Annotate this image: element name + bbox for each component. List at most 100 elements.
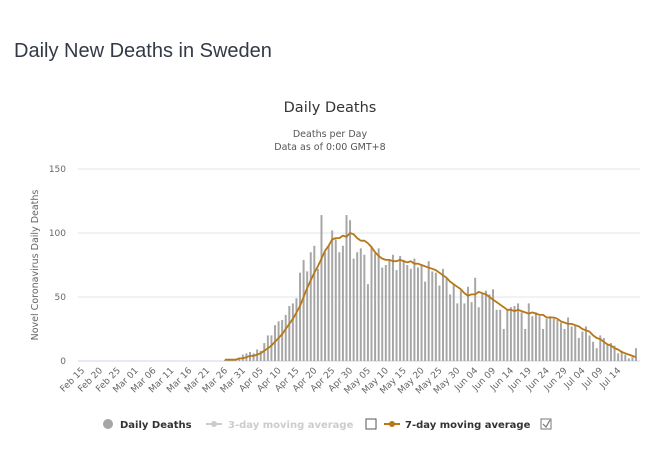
bar-daily-deaths [416, 267, 419, 361]
bar-daily-deaths [434, 272, 437, 361]
bar-daily-deaths [238, 358, 241, 361]
bar-daily-deaths [574, 325, 577, 361]
bar-daily-deaths [620, 350, 623, 361]
bar-daily-deaths [531, 316, 534, 361]
bar-daily-deaths [281, 320, 284, 361]
bar-daily-deaths [359, 248, 362, 361]
3-day-average-checkbox[interactable] [365, 418, 377, 430]
bar-daily-deaths [252, 353, 255, 361]
bar-daily-deaths [413, 258, 416, 361]
bar-daily-deaths [270, 335, 273, 361]
bar-daily-deaths [617, 353, 620, 361]
bar-daily-deaths [520, 312, 523, 361]
bar-daily-deaths [306, 271, 309, 361]
bar-daily-deaths [488, 294, 491, 361]
bar-daily-deaths [567, 317, 570, 361]
bar-daily-deaths [420, 265, 423, 361]
bar-daily-deaths [263, 343, 266, 361]
bar-daily-deaths [592, 341, 595, 361]
bar-daily-deaths [563, 329, 566, 361]
bar-daily-deaths [377, 248, 380, 361]
bar-daily-deaths [627, 358, 630, 361]
bar-daily-deaths [295, 298, 298, 361]
bar-daily-deaths [324, 252, 327, 361]
bar-daily-deaths [427, 261, 430, 361]
bar-daily-deaths [338, 252, 341, 361]
bar-daily-deaths [635, 348, 637, 361]
legend-item-3-day-average[interactable]: 3-day moving average [206, 420, 354, 431]
7-day-legend-marker [389, 421, 395, 427]
bar-daily-deaths [399, 256, 402, 361]
bar-daily-deaths [538, 316, 541, 361]
bar-daily-deaths [345, 215, 348, 361]
y-tick-label: 0 [60, 357, 66, 367]
bar-daily-deaths [459, 290, 462, 361]
bar-daily-deaths [363, 254, 366, 361]
bar-daily-deaths [445, 277, 448, 361]
bar-daily-deaths [456, 303, 459, 361]
checkbox-box [540, 418, 552, 430]
bar-daily-deaths [406, 265, 409, 361]
page-title: Daily New Deaths in Sweden [14, 40, 272, 62]
bar-daily-deaths [481, 293, 484, 361]
daily-deaths-legend-marker [103, 419, 113, 429]
bar-daily-deaths [570, 326, 573, 361]
bar-daily-deaths [424, 281, 427, 361]
bar-daily-deaths [370, 245, 373, 361]
bar-daily-deaths [463, 303, 466, 361]
bar-daily-deaths [470, 302, 473, 361]
bar-daily-deaths [631, 357, 634, 361]
bar-daily-deaths [316, 268, 319, 361]
bar-daily-deaths [602, 337, 605, 361]
bar-daily-deaths [474, 277, 477, 361]
bar-daily-deaths [467, 286, 469, 361]
bar-daily-deaths [331, 230, 334, 361]
bar-daily-deaths [349, 220, 352, 361]
y-tick-label: 50 [55, 293, 67, 303]
bar-daily-deaths [492, 289, 495, 361]
bar-daily-deaths [438, 285, 441, 361]
bar-daily-deaths [624, 354, 627, 361]
bar-daily-deaths [513, 305, 516, 361]
bar-daily-deaths [366, 284, 369, 361]
bar-daily-deaths [395, 270, 398, 361]
legend-label-daily-deaths: Daily Deaths [120, 420, 192, 431]
y-tick-label: 100 [49, 229, 66, 239]
bar-daily-deaths [556, 320, 559, 361]
bar-daily-deaths [509, 307, 512, 361]
bar-daily-deaths [477, 307, 480, 361]
bar-daily-deaths [327, 245, 330, 361]
bar-daily-deaths [559, 322, 562, 361]
bar-daily-deaths [442, 268, 444, 361]
bar-daily-deaths [502, 329, 505, 361]
bar-daily-deaths [495, 309, 498, 361]
bar-daily-deaths [613, 345, 616, 361]
bar-daily-deaths [609, 343, 612, 361]
bar-daily-deaths [545, 318, 548, 361]
bar-daily-deaths [606, 344, 609, 361]
bar-daily-deaths [334, 239, 337, 361]
bar-daily-deaths [506, 309, 509, 361]
bar-daily-deaths [449, 294, 452, 361]
bar-daily-deaths [431, 271, 434, 361]
bar-daily-deaths [552, 318, 555, 361]
bar-daily-deaths [374, 253, 377, 361]
legend-label-3-day-average: 3-day moving average [228, 420, 354, 431]
chart-subtitle-line-2: Data as of 0:00 GMT+8 [274, 142, 385, 153]
bar-daily-deaths [549, 316, 552, 361]
bar-daily-deaths [524, 329, 527, 361]
bar-daily-deaths [595, 348, 598, 361]
legend-item-daily-deaths[interactable]: Daily Deaths [103, 419, 192, 431]
y-tick-label: 150 [49, 165, 66, 175]
series-line-7-day-average [225, 232, 637, 361]
chart-subtitle-line-1: Deaths per Day [293, 129, 368, 140]
bar-daily-deaths [352, 258, 355, 361]
legend-item-7-day-average[interactable]: 7-day moving average [384, 420, 531, 431]
bar-daily-deaths [284, 314, 287, 361]
bar-daily-deaths [452, 284, 455, 361]
7-day-average-checkbox[interactable] [540, 418, 552, 430]
legend-label-7-day-average: 7-day moving average [405, 420, 531, 431]
bar-daily-deaths [341, 245, 344, 361]
bar-daily-deaths [534, 312, 537, 361]
bar-daily-deaths [320, 215, 323, 361]
